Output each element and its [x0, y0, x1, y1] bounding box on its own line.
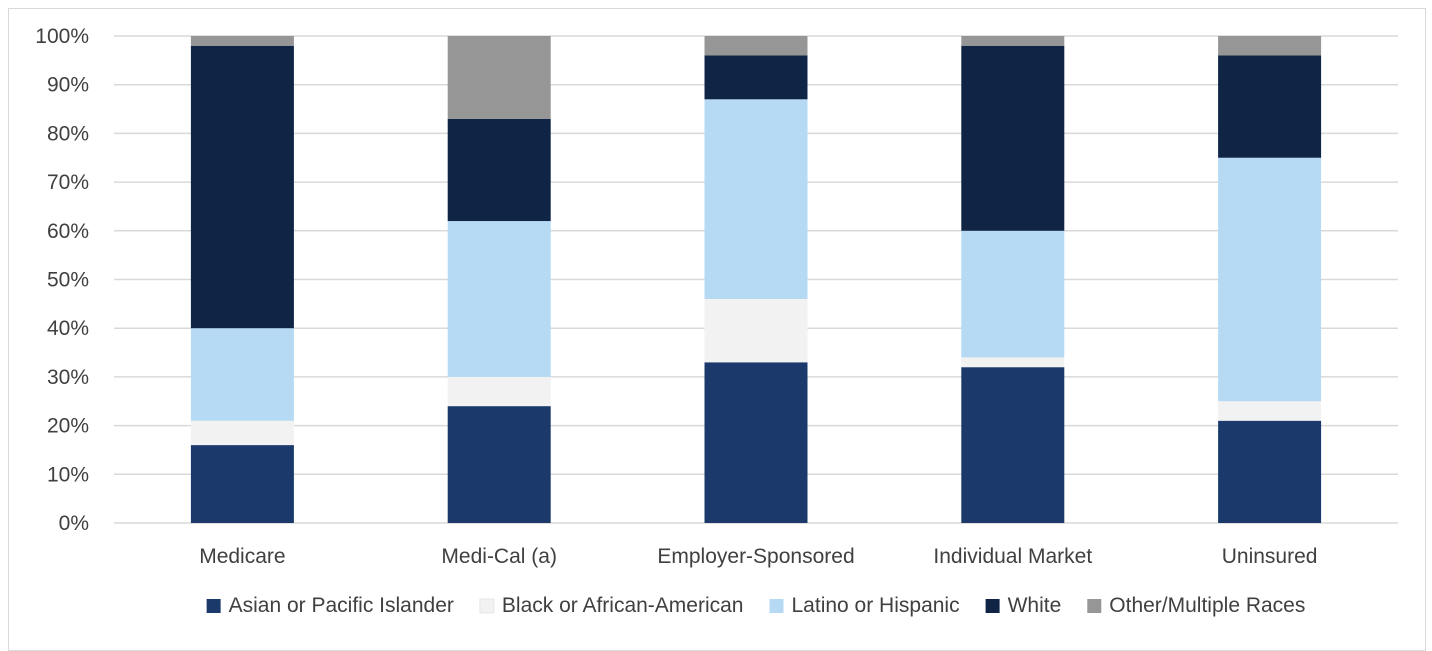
legend-item: Other/Multiple Races [1087, 594, 1305, 617]
bar-segment-asian-or-pacific-islander-2 [447, 406, 551, 523]
y-tick-label: 10% [47, 463, 89, 486]
bar-segment-asian-or-pacific-islander-5 [1218, 420, 1322, 523]
legend-item: White [985, 594, 1062, 617]
bar-segment-latino-or-hispanic-4 [961, 230, 1065, 358]
x-category-label: Medi-Cal (a) [441, 545, 557, 568]
x-category-label: Individual Market [933, 545, 1092, 568]
x-axis-categories: Medicare Medi-Cal (a) Employer-Sponsored In… [199, 545, 1317, 568]
bar-segment-other-multiple-races-4 [961, 36, 1065, 46]
legend-swatch [479, 598, 495, 614]
legend-label: Other/Multiple Races [1109, 594, 1305, 617]
y-tick-label: 40% [47, 317, 89, 340]
bar-segment-other-multiple-races-2 [447, 36, 551, 119]
y-tick-label: 80% [47, 122, 89, 145]
bar-segment-black-or-african-american-3 [704, 298, 808, 363]
y-tick-label: 70% [47, 171, 89, 194]
bar-segment-black-or-african-american-4 [961, 357, 1065, 368]
legend-swatch [1087, 599, 1102, 613]
bar-segment-white-1 [190, 45, 294, 329]
y-tick-label: 0% [59, 512, 89, 535]
bar-segment-white-3 [704, 55, 808, 100]
y-tick-label: 20% [47, 415, 89, 438]
bar-segment-asian-or-pacific-islander-3 [704, 362, 808, 523]
legend-swatch [206, 599, 221, 613]
y-tick-label: 60% [47, 220, 89, 243]
bar-segment-white-4 [961, 45, 1065, 231]
bars [190, 36, 1322, 523]
legend-item: Latino or Hispanic [769, 594, 960, 617]
bar-segment-asian-or-pacific-islander-1 [190, 445, 294, 523]
legend-label: Black or African-American [502, 594, 744, 617]
bar-segment-latino-or-hispanic-3 [704, 99, 808, 299]
y-tick-label: 50% [47, 269, 89, 292]
legend-swatch [985, 599, 1000, 613]
bar-segment-latino-or-hispanic-1 [190, 328, 294, 421]
legend-swatch [769, 599, 784, 613]
y-tick-label: 100% [35, 25, 89, 48]
y-tick-label: 90% [47, 74, 89, 97]
bar-segment-white-5 [1218, 55, 1322, 158]
bar-segment-black-or-african-american-1 [190, 420, 294, 446]
bar-segment-other-multiple-races-3 [704, 36, 808, 56]
y-axis-ticks: 0% 10% 20% 30% 40% 50% 60% 70% 80% 90% 100% [35, 25, 89, 535]
bar-segment-asian-or-pacific-islander-4 [961, 367, 1065, 523]
bar-segment-other-multiple-races-5 [1218, 36, 1322, 56]
legend-label: Latino or Hispanic [792, 594, 960, 617]
legend-item: Black or African-American [479, 594, 744, 617]
legend-item: Asian or Pacific Islander [206, 594, 454, 617]
legend-label: White [1008, 594, 1062, 617]
x-category-label: Uninsured [1222, 545, 1318, 568]
bar-segment-other-multiple-races-1 [190, 36, 294, 46]
legend: Asian or Pacific Islander Black or Africa… [206, 594, 1305, 617]
bar-segment-black-or-african-american-2 [447, 376, 551, 407]
x-category-label: Medicare [199, 545, 285, 568]
bar-segment-latino-or-hispanic-2 [447, 221, 551, 377]
bar-segment-white-2 [447, 118, 551, 222]
legend-label: Asian or Pacific Islander [229, 594, 454, 617]
x-category-label: Employer-Sponsored [657, 545, 854, 568]
bar-segment-black-or-african-american-5 [1218, 401, 1322, 421]
bar-segment-latino-or-hispanic-5 [1218, 157, 1322, 402]
y-tick-label: 30% [47, 366, 89, 389]
